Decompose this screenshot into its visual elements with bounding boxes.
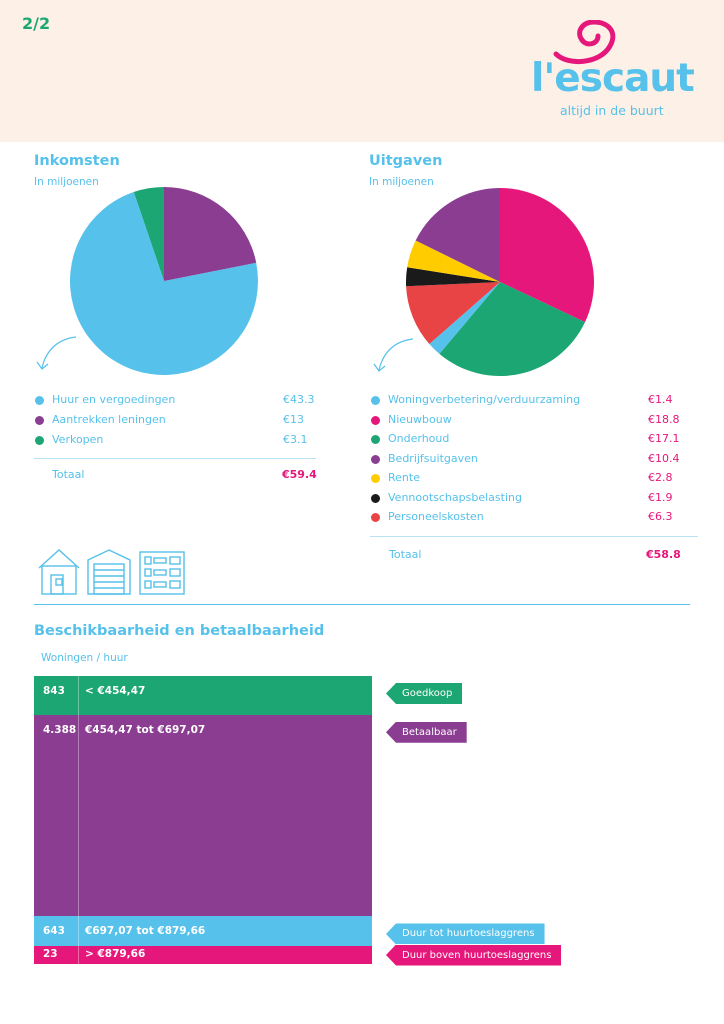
bar-column-separator (78, 714, 79, 917)
expenses-legend-swatch (371, 474, 380, 483)
expenses-legend-label: Onderhoud (388, 432, 450, 445)
logo-tagline: altijd in de buurt (560, 103, 664, 118)
bar-count-label: 23 (43, 948, 58, 960)
availability-title: Beschikbaarheid en betaalbaarheid (34, 623, 325, 639)
expenses-slice-woningverbetering-verduurzaming (429, 282, 500, 354)
income-legend-value: €43.3 (283, 393, 315, 406)
category-flag-duur-boven-huurtoeslaggrens: Duur boven huurtoeslaggrens (386, 944, 562, 966)
expenses-legend-swatch (371, 396, 380, 405)
income-legend-swatch (35, 396, 44, 405)
bar-count-label: 4.388 (43, 723, 77, 736)
expenses-legend-item: Vennootschapsbelasting €1.9 (371, 491, 688, 507)
income-legend-item: Verkopen €3.1 (35, 433, 323, 449)
category-flag-duur-tot-huurtoeslaggrens: Duur tot huurtoeslaggrens (386, 923, 545, 945)
expenses-legend-item: Bedrijfsuitgaven €10.4 (371, 452, 688, 468)
section-divider (34, 604, 690, 605)
expenses-subtitle: In miljoenen (369, 176, 434, 188)
expenses-legend-item: Nieuwbouw €18.8 (371, 413, 688, 429)
expenses-legend-value: €18.8 (648, 412, 680, 426)
expenses-legend-value: €10.4 (648, 451, 680, 465)
income-title: Inkomsten (34, 153, 120, 169)
expenses-total-value: €58.8 (646, 548, 681, 561)
expenses-legend-label: Vennootschapsbelasting (388, 490, 522, 504)
expenses-arrow-icon (373, 338, 414, 372)
income-pie-chart (70, 187, 258, 375)
expenses-slice-bedrijfsuitgaven (415, 188, 500, 282)
expenses-legend-value: €2.8 (648, 471, 673, 484)
bar-count-label: 643 (43, 925, 65, 938)
bar-range-label: > €879,66 (85, 948, 146, 960)
income-legend-value: €3.1 (283, 433, 308, 446)
page-number: 2/2 (22, 14, 51, 33)
expenses-slice-nieuwbouw (500, 188, 594, 323)
expenses-legend-item: Personeelskosten €6.3 (371, 510, 688, 526)
swirl-logo-icon (553, 20, 616, 65)
expenses-legend-label: Woningverbetering/verduurzaming (388, 393, 581, 406)
house-icon (38, 549, 80, 595)
bar-range-label: €697,07 tot €879,66 (85, 925, 206, 938)
income-legend-value: €13 (283, 413, 304, 426)
expenses-pie-chart (406, 188, 594, 376)
income-legend-swatch (35, 436, 44, 445)
income-legend-label: Verkopen (52, 433, 104, 446)
expenses-legend-value: €1.9 (648, 490, 673, 504)
expenses-slice-onderhoud (439, 282, 585, 376)
income-legend-swatch (35, 416, 44, 425)
expenses-total-divider (370, 536, 698, 537)
income-slice-verkopen (133, 187, 164, 281)
expenses-legend-swatch (371, 454, 380, 464)
expenses-legend-item: Rente €2.8 (371, 471, 688, 487)
page-header: 2/2 l'escaut altijd in de buurt (0, 0, 724, 142)
expenses-title: Uitgaven (369, 153, 443, 169)
bar-range-label: < €454,47 (85, 685, 146, 697)
income-legend-label: Huur en vergoedingen (52, 393, 176, 406)
income-legend-item: Aantrekken leningen €13 (35, 413, 323, 429)
expenses-legend-swatch (371, 513, 380, 522)
garage-icon (87, 549, 131, 595)
expenses-legend-value: €6.3 (648, 510, 673, 523)
expenses-legend-label: Nieuwbouw (388, 412, 452, 426)
expenses-slice-personeelskosten (406, 282, 500, 344)
income-legend-item: Huur en vergoedingen €43.3 (35, 393, 323, 409)
expenses-legend-value: €17.1 (648, 432, 680, 445)
bar-segment-goedkoop: 843 < €454,47 (34, 676, 372, 715)
bar-column-separator (78, 676, 79, 715)
income-total-value: €59.4 (282, 468, 317, 481)
bar-segment-duur-tot-huurtoeslaggrens: 643 €697,07 tot €879,66 (34, 916, 372, 946)
income-legend-label: Aantrekken leningen (52, 413, 166, 426)
expenses-legend-item: Woningverbetering/verduurzaming €1.4 (371, 393, 688, 409)
expenses-legend-label: Rente (388, 471, 420, 484)
expenses-total-label: Totaal (389, 548, 422, 561)
expenses-legend-swatch (371, 435, 380, 444)
bar-column-separator (78, 946, 79, 964)
income-arrow-icon (36, 336, 77, 370)
expenses-legend-swatch (371, 493, 380, 503)
bar-segment-betaalbaar: 4.388 €454,47 tot €697,07 (34, 714, 372, 917)
logo-wordmark: l'escaut (531, 56, 695, 101)
income-slice-huur-en-vergoedingen (70, 192, 258, 375)
expenses-slice-vennootschapsbelasting (406, 267, 500, 287)
expenses-legend-label: Bedrijfsuitgaven (388, 451, 478, 465)
income-subtitle: In miljoenen (34, 176, 99, 188)
category-flag-betaalbaar: Betaalbaar (386, 721, 467, 743)
income-total-label: Totaal (52, 468, 85, 481)
category-flag-goedkoop: Goedkoop (386, 683, 463, 704)
income-slice-aantrekken-leningen (164, 187, 257, 281)
bar-segment-duur-boven-huurtoeslaggrens: 23 > €879,66 (34, 946, 372, 964)
expenses-legend-swatch (371, 415, 380, 425)
expenses-slice-rente (407, 240, 500, 282)
expenses-legend-value: €1.4 (648, 393, 673, 406)
expenses-legend-label: Personeelskosten (388, 510, 484, 523)
bar-range-label: €454,47 tot €697,07 (85, 723, 206, 736)
bar-count-label: 843 (43, 685, 65, 697)
bar-column-separator (78, 916, 79, 946)
apartment-building-icon (139, 551, 185, 595)
expenses-legend-item: Onderhoud €17.1 (371, 432, 688, 448)
income-total-divider (34, 458, 316, 459)
availability-subtitle: Woningen / huur (41, 652, 128, 664)
